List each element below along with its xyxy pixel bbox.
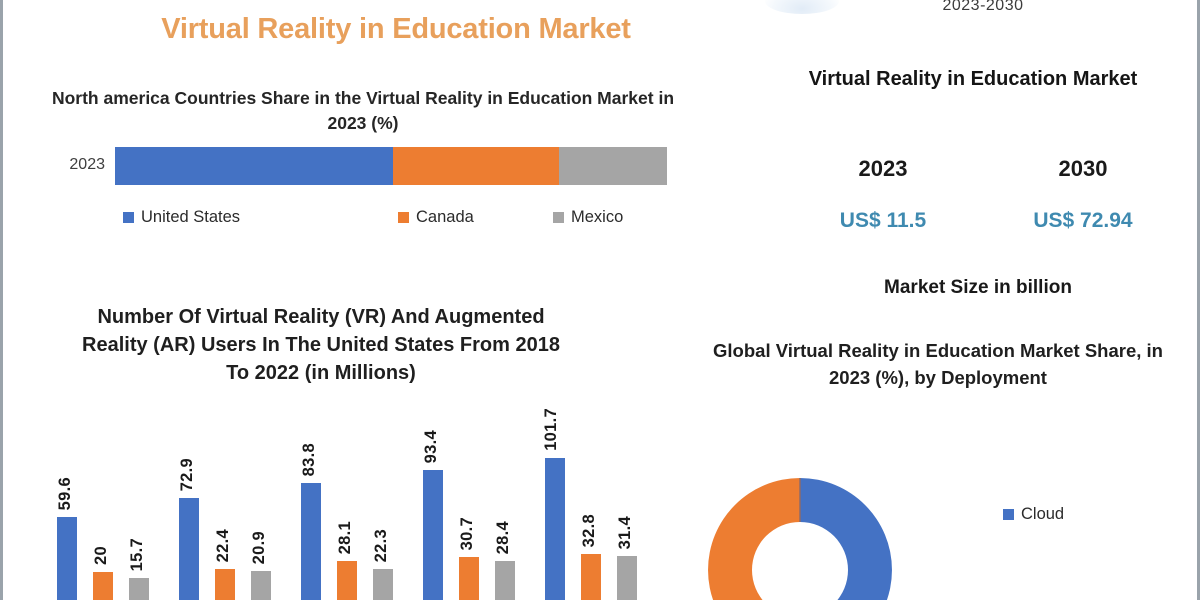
legend-swatch-icon (398, 212, 409, 223)
bar-mr (251, 571, 271, 600)
legend-swatch-icon (1003, 509, 1014, 520)
stacked-bar-category-label: 2023 (69, 156, 105, 173)
bar-ar (337, 561, 357, 600)
bar-vr (57, 517, 77, 600)
bar-value-label: 32.8 (580, 513, 598, 547)
bar-ar (215, 569, 235, 600)
bar-value-label: 20.9 (250, 530, 268, 564)
legend-label: Cloud (1021, 505, 1065, 523)
stacked-bar-chart: 2023 (41, 147, 681, 187)
legend-item-mexico: Mexico (553, 208, 623, 227)
bar-mr (373, 569, 393, 600)
bar-group: 101.7 32.8 31.4 (542, 408, 657, 600)
bar-value-label: 15.7 (128, 537, 146, 571)
donut-svg (708, 478, 892, 600)
stacked-segment-mexico (559, 147, 667, 185)
bar-group: 83.8 28.1 22.3 (300, 440, 413, 600)
bar-ar (581, 554, 601, 600)
company-logo-icon (765, 0, 839, 14)
bar-group: 59.6 20 15.7 (56, 440, 169, 600)
deployment-donut-legend: Cloud (1003, 505, 1173, 529)
bar-vr (423, 470, 443, 600)
bar-group: 93.4 30.7 28.4 (422, 430, 535, 600)
bar-value-label: 30.7 (458, 516, 476, 550)
bar-value-label: 31.4 (616, 515, 634, 549)
deployment-donut-chart (680, 450, 920, 600)
bar-mr (129, 578, 149, 600)
bar-vr (301, 483, 321, 600)
deployment-donut-title: Global Virtual Reality in Education Mark… (713, 340, 1163, 388)
legend-item-united-states: United States (123, 208, 240, 227)
market-size-title: Virtual Reality in Education Market (808, 68, 1138, 90)
market-size-year-2023: 2023 (858, 156, 908, 181)
bar-mr (495, 561, 515, 600)
bar-value-label: 83.8 (300, 442, 318, 476)
year-range-label: 2023-2030 (942, 0, 1024, 14)
market-size-value-2023: US$ 11.5 (839, 209, 927, 232)
legend-label: United States (141, 208, 241, 226)
bar-value-label: 59.6 (56, 476, 74, 510)
bar-vr (545, 458, 565, 600)
page-title: Virtual Reality in Education Market (161, 13, 631, 45)
market-size-caption: Market Size in billion (884, 277, 1072, 298)
legend-item-canada: Canada (398, 208, 474, 227)
vr-ar-users-chart-title: Number Of Virtual Reality (VR) And Augme… (82, 306, 560, 384)
donut-slice-cloud (800, 478, 892, 600)
bar-value-label: 93.4 (422, 429, 440, 463)
market-size-year-2030: 2030 (1058, 156, 1108, 181)
bar-value-label: 28.4 (494, 520, 512, 554)
bar-ar (459, 557, 479, 600)
stacked-bar-chart-title: North america Countries Share in the Vir… (51, 88, 675, 133)
bar-vr (179, 498, 199, 600)
donut-slice-on-premise (708, 478, 800, 600)
bar-value-label: 28.1 (336, 520, 354, 554)
bar-group: 72.9 22.4 20.9 (178, 440, 291, 600)
stacked-bar-legend: United States Canada Mexico (123, 208, 683, 234)
bar-value-label: 72.9 (178, 457, 196, 491)
vr-ar-users-bar-chart: 59.6 20 15.7 72.9 22.4 20.9 83.8 28.1 22… (39, 408, 669, 600)
legend-item-cloud: Cloud (1003, 505, 1064, 524)
legend-swatch-icon (123, 212, 134, 223)
bar-value-label: 22.3 (372, 528, 390, 562)
legend-swatch-icon (553, 212, 564, 223)
legend-label: Canada (416, 208, 474, 226)
stacked-segment-canada (393, 147, 560, 185)
bar-ar (93, 572, 113, 600)
bar-value-label: 22.4 (214, 528, 232, 562)
bar-value-label: 101.7 (542, 408, 560, 451)
stacked-bar-track (115, 147, 667, 185)
legend-label: Mexico (571, 208, 624, 226)
market-size-value-2030: US$ 72.94 (1033, 209, 1133, 232)
bar-mr (617, 556, 637, 600)
stacked-segment-united-states (115, 147, 394, 185)
bar-value-label: 20 (92, 546, 110, 565)
